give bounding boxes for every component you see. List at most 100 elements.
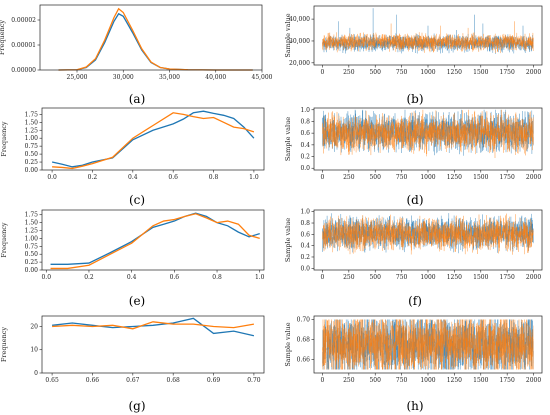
y-tick-label: 1.00 bbox=[25, 235, 39, 242]
x-tick-label: 0.66 bbox=[86, 377, 100, 384]
x-tick-label: 1000 bbox=[420, 174, 435, 181]
y-tick-label: 0.6 bbox=[300, 231, 310, 238]
y-tick-label: 0.66 bbox=[297, 357, 311, 364]
x-tick-label: 250 bbox=[343, 174, 355, 181]
y-axis-label: Frequency bbox=[0, 121, 8, 156]
x-tick-label: 1750 bbox=[500, 69, 515, 76]
y-tick-label: 1.50 bbox=[25, 220, 39, 227]
series-line-blue bbox=[50, 212, 260, 265]
panel-e: 0.0 0.2 0.4 0.6 0.8 1.00.000.250.500.751.001.… bbox=[0, 209, 265, 308]
x-tick-label: 750 bbox=[396, 377, 408, 384]
x-tick-label: 1000 bbox=[420, 69, 435, 76]
y-tick-label: 1.25 bbox=[25, 228, 39, 235]
x-tick-label: 35,000 bbox=[159, 74, 180, 81]
y-tick-label: 1.0 bbox=[300, 209, 310, 216]
panel-a: 25,000 30,000 35,000 40,000 45,000 0.00000 0.0… bbox=[0, 4, 273, 106]
plot-c: 0.0 0.2 0.4 0.6 0.8 1.00.000.250.500.751.001.… bbox=[0, 107, 265, 181]
y-tick-label: 30,000 bbox=[289, 38, 310, 45]
x-tick-label: 0 bbox=[321, 377, 325, 384]
panel-label-e: (e) bbox=[129, 294, 145, 308]
plot-d: 0 250 500 750 1000 1250 1500 1750 2000 0.0 0.2 0.4 0… bbox=[284, 107, 543, 181]
y-tick-label: 0.25 bbox=[25, 259, 39, 266]
x-tick-label: 750 bbox=[396, 174, 408, 181]
y-tick-label: 0.75 bbox=[25, 243, 39, 250]
y-tick-label: 1.0 bbox=[300, 107, 310, 114]
x-tick-label: 750 bbox=[396, 274, 408, 281]
y-tick-label: 0.00001 bbox=[11, 42, 36, 49]
x-tick-label: 1000 bbox=[420, 377, 435, 384]
x-tick-label: 250 bbox=[343, 69, 355, 76]
y-tick-label: 0.8 bbox=[300, 118, 310, 125]
x-tick-label: 1750 bbox=[500, 174, 515, 181]
y-tick-label: 20 bbox=[30, 323, 38, 330]
plot-a: 25,000 30,000 35,000 40,000 45,000 0.00000 0.0… bbox=[0, 4, 273, 81]
x-tick-label: 1250 bbox=[447, 377, 462, 384]
series-line-orange bbox=[52, 112, 255, 170]
axes-frame bbox=[41, 209, 265, 271]
x-tick-label: 30,000 bbox=[113, 74, 134, 81]
series-line-orange bbox=[58, 7, 253, 71]
panel-g: 0.65 0.66 0.67 0.68 0.69 0.70 0 10 20 Frequency (… bbox=[0, 315, 265, 413]
plot-g: 0.65 0.66 0.67 0.68 0.69 0.70 0 10 20 Frequency bbox=[0, 315, 265, 384]
x-tick-label: 45,000 bbox=[252, 74, 273, 81]
y-axis-label: Sample value bbox=[284, 13, 292, 57]
trace-line-orange bbox=[322, 319, 534, 370]
y-tick-label: 0.00000 bbox=[11, 67, 36, 74]
panel-label-c: (c) bbox=[129, 193, 145, 207]
x-tick-label: 500 bbox=[369, 274, 381, 281]
y-tick-label: 0.0 bbox=[300, 265, 310, 272]
x-tick-label: 1500 bbox=[473, 174, 488, 181]
panel-c: 0.0 0.2 0.4 0.6 0.8 1.00.000.250.500.751.001.… bbox=[0, 107, 265, 207]
panel-label-h: (h) bbox=[406, 399, 423, 413]
x-tick-label: 0.8 bbox=[209, 174, 219, 181]
panel-label-b: (b) bbox=[406, 92, 423, 106]
trace-line-orange bbox=[322, 213, 534, 255]
x-tick-label: 2000 bbox=[526, 174, 541, 181]
x-tick-label: 0.2 bbox=[84, 274, 94, 281]
x-tick-label: 1250 bbox=[447, 274, 462, 281]
y-tick-label: 0.6 bbox=[300, 130, 310, 137]
y-tick-label: 40,000 bbox=[289, 16, 310, 23]
x-tick-label: 0.0 bbox=[47, 174, 57, 181]
y-axis-label: Sample value bbox=[284, 117, 292, 161]
x-tick-label: 0.67 bbox=[126, 377, 140, 384]
x-tick-label: 0.69 bbox=[207, 377, 221, 384]
series-line-blue bbox=[58, 12, 253, 71]
panel-label-d: (d) bbox=[406, 193, 423, 207]
x-tick-label: 0.2 bbox=[88, 174, 98, 181]
y-tick-label: 0.4 bbox=[300, 142, 310, 149]
x-tick-label: 500 bbox=[369, 174, 381, 181]
x-tick-label: 40,000 bbox=[205, 74, 226, 81]
y-tick-label: 1.50 bbox=[25, 119, 39, 126]
x-tick-label: 500 bbox=[369, 69, 381, 76]
x-tick-label: 25,000 bbox=[67, 74, 88, 81]
series-line-orange bbox=[50, 213, 260, 270]
panel-label-g: (g) bbox=[128, 399, 145, 413]
x-tick-label: 1500 bbox=[473, 377, 488, 384]
x-tick-label: 0.6 bbox=[168, 174, 178, 181]
x-tick-label: 0.8 bbox=[212, 274, 222, 281]
axes-frame bbox=[41, 107, 265, 171]
y-tick-label: 20,000 bbox=[289, 60, 310, 67]
panel-h: 0 250 500 750 1000 1250 1500 1750 2000 0.66 0.68 0.… bbox=[284, 315, 543, 413]
x-tick-label: 1.0 bbox=[255, 274, 265, 281]
y-axis-label: Frequency bbox=[0, 222, 8, 257]
axes-frame bbox=[41, 315, 265, 374]
x-tick-label: 1500 bbox=[473, 274, 488, 281]
panel-f: 0 250 500 750 1000 1250 1500 1750 2000 0.0 0.2 0.4 0… bbox=[284, 209, 543, 308]
y-tick-label: 0.70 bbox=[297, 317, 311, 324]
x-tick-label: 0 bbox=[321, 69, 325, 76]
y-tick-label: 0.4 bbox=[300, 243, 310, 250]
y-axis-label: Frequency bbox=[0, 20, 6, 55]
y-tick-label: 0.50 bbox=[25, 151, 39, 158]
y-tick-label: 1.25 bbox=[25, 127, 39, 134]
y-tick-label: 0.00 bbox=[25, 167, 39, 174]
plot-h: 0 250 500 750 1000 1250 1500 1750 2000 0.66 0.68 0.… bbox=[284, 315, 543, 384]
x-tick-label: 0.68 bbox=[167, 377, 181, 384]
x-tick-label: 0.4 bbox=[127, 274, 137, 281]
series-line-orange bbox=[52, 321, 255, 330]
x-tick-label: 0.6 bbox=[170, 274, 180, 281]
x-tick-label: 0 bbox=[321, 174, 325, 181]
y-tick-label: 0.68 bbox=[297, 337, 311, 344]
